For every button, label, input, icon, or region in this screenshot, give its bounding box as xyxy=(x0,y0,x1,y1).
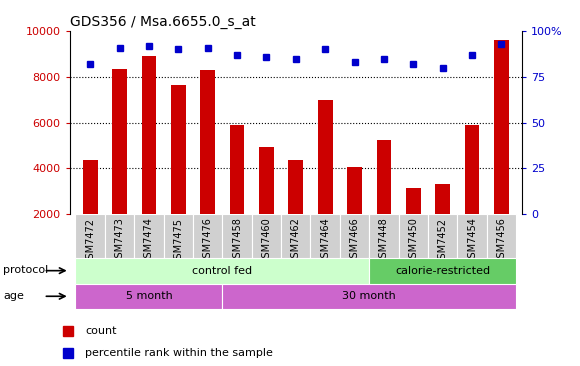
Bar xyxy=(75,214,105,258)
Text: percentile rank within the sample: percentile rank within the sample xyxy=(85,348,273,358)
Bar xyxy=(171,85,186,214)
Text: GSM7474: GSM7474 xyxy=(144,218,154,265)
Bar xyxy=(75,284,222,309)
Bar xyxy=(222,284,516,309)
Text: GSM7460: GSM7460 xyxy=(262,218,271,264)
Text: GSM7448: GSM7448 xyxy=(379,218,389,264)
Bar xyxy=(75,258,369,284)
Bar xyxy=(142,56,156,214)
Bar xyxy=(340,214,369,258)
Text: count: count xyxy=(85,326,117,336)
Text: age: age xyxy=(3,291,24,301)
Bar xyxy=(222,214,252,258)
Bar xyxy=(105,214,134,258)
Bar xyxy=(406,188,420,214)
Bar xyxy=(230,125,244,214)
Text: GSM7456: GSM7456 xyxy=(496,218,506,265)
Text: 30 month: 30 month xyxy=(342,291,396,302)
Text: protocol: protocol xyxy=(3,265,48,275)
Text: GSM7450: GSM7450 xyxy=(408,218,418,265)
Text: GSM7476: GSM7476 xyxy=(202,218,213,265)
Text: calorie-restricted: calorie-restricted xyxy=(395,266,490,276)
Text: GSM7462: GSM7462 xyxy=(291,218,301,265)
Bar xyxy=(487,214,516,258)
Bar xyxy=(494,40,509,214)
Text: GSM7473: GSM7473 xyxy=(114,218,125,265)
Text: GSM7458: GSM7458 xyxy=(232,218,242,265)
Bar xyxy=(83,160,97,214)
Text: control fed: control fed xyxy=(193,266,252,276)
Bar xyxy=(398,214,428,258)
Bar xyxy=(318,100,332,214)
Text: GSM7466: GSM7466 xyxy=(350,218,360,264)
Bar xyxy=(310,214,340,258)
Bar xyxy=(288,160,303,214)
Bar xyxy=(134,214,164,258)
Bar xyxy=(369,258,516,284)
Bar xyxy=(164,214,193,258)
Bar xyxy=(259,147,274,214)
Bar xyxy=(200,70,215,214)
Bar xyxy=(428,214,458,258)
Bar xyxy=(112,69,127,214)
Bar xyxy=(376,140,392,214)
Text: GSM7464: GSM7464 xyxy=(320,218,330,264)
Text: GSM7472: GSM7472 xyxy=(85,218,95,265)
Bar xyxy=(436,184,450,214)
Text: GSM7452: GSM7452 xyxy=(438,218,448,265)
Text: 5 month: 5 month xyxy=(125,291,172,302)
Bar xyxy=(458,214,487,258)
Bar xyxy=(281,214,310,258)
Bar xyxy=(347,167,362,214)
Bar xyxy=(252,214,281,258)
Bar xyxy=(465,125,480,214)
Bar xyxy=(369,214,398,258)
Bar xyxy=(193,214,222,258)
Text: GSM7475: GSM7475 xyxy=(173,218,183,265)
Text: GDS356 / Msa.6655.0_s_at: GDS356 / Msa.6655.0_s_at xyxy=(70,15,255,29)
Text: GSM7454: GSM7454 xyxy=(467,218,477,265)
